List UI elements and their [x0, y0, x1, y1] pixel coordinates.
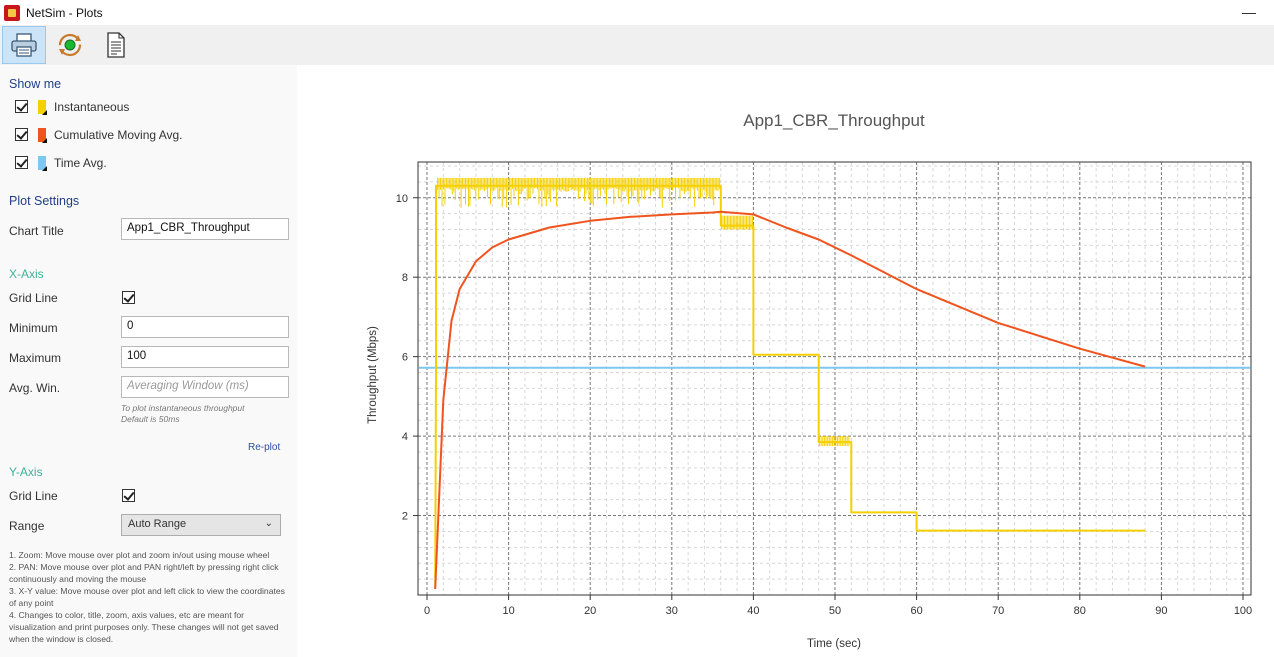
chart-area[interactable]: App1_CBR_Throughput 0 10 20 30 40 50 60 70 80 90 1… [297, 65, 1274, 657]
y-tick-label: 10 [396, 193, 408, 205]
window-title: NetSim - Plots [26, 5, 103, 20]
cumulative-moving-avg-series-line [434, 210, 1146, 590]
chevron-down-icon: ⌄ [264, 518, 273, 529]
x-grid-line-checkbox[interactable] [122, 291, 135, 304]
replot-link[interactable]: Re-plot [248, 442, 281, 453]
x-tick-label: 50 [829, 605, 841, 617]
y-tick-label: 4 [402, 431, 408, 443]
x-tick-label: 0 [424, 605, 430, 617]
x-tick-label: 30 [666, 605, 678, 617]
x-tick-label: 90 [1155, 605, 1167, 617]
settings-panel: Show me Instantaneous Cumulative Moving … [0, 65, 297, 657]
refresh-button[interactable] [48, 26, 92, 64]
x-minimum-input[interactable]: 0 [121, 316, 289, 338]
time-avg-checkbox[interactable] [15, 156, 28, 169]
y-range-label: Range [9, 519, 45, 533]
instantaneous-checkbox[interactable] [15, 100, 28, 113]
cumulative-avg-checkbox[interactable] [15, 128, 28, 141]
chart-title: App1_CBR_Throughput [743, 111, 925, 130]
instructions-list: 1. Zoom: Move mouse over plot and zoom i… [9, 549, 291, 645]
x-tick-label: 40 [747, 605, 759, 617]
y-range-select[interactable]: Auto Range ⌄ [121, 514, 281, 536]
x-tick-label: 20 [584, 605, 596, 617]
chart-title-input[interactable]: App1_CBR_Throughput [121, 218, 289, 240]
series-layer [419, 177, 1250, 590]
y-grid-line-checkbox[interactable] [122, 489, 135, 502]
instruction-item: 4. Changes to color, title, zoom, axis v… [9, 610, 279, 644]
refresh-icon [58, 33, 82, 57]
instantaneous-swatch [38, 100, 47, 115]
y-range-value: Auto Range [128, 518, 187, 530]
minimize-button[interactable]: — [1242, 4, 1256, 20]
instruction-item: 1. Zoom: Move mouse over plot and zoom i… [9, 550, 270, 560]
document-icon [107, 32, 125, 58]
y-tick-label: 2 [402, 511, 408, 523]
x-grid-line-label: Grid Line [9, 291, 58, 305]
x-axis-ticks: 0 10 20 30 40 50 60 70 80 90 100 [424, 595, 1252, 617]
plot-settings-heading: Plot Settings [9, 194, 80, 208]
avg-window-hint-2: Default is 50ms [121, 414, 180, 424]
x-tick-label: 80 [1074, 605, 1086, 617]
y-axis-heading: Y-Axis [9, 465, 43, 479]
netsim-app-icon [4, 4, 20, 21]
x-tick-label: 60 [910, 605, 922, 617]
time-avg-swatch [38, 156, 47, 171]
avg-window-hint-1: To plot instantaneous throughput [121, 403, 245, 413]
throughput-chart[interactable]: App1_CBR_Throughput 0 10 20 30 40 50 60 70 80 90 1… [297, 65, 1274, 657]
x-tick-label: 100 [1234, 605, 1252, 617]
y-tick-label: 6 [402, 352, 408, 364]
show-me-heading: Show me [9, 77, 62, 91]
x-axis-heading: X-Axis [9, 267, 44, 281]
y-grid-line-label: Grid Line [9, 489, 58, 503]
x-tick-label: 70 [992, 605, 1004, 617]
cumulative-avg-label: Cumulative Moving Avg. [54, 128, 183, 142]
y-tick-label: 8 [402, 272, 408, 284]
y-axis-ticks: 2 4 6 8 10 [396, 193, 418, 523]
x-tick-label: 10 [502, 605, 514, 617]
instruction-item: 2. PAN: Move mouse over plot and PAN rig… [9, 562, 279, 584]
title-bar: NetSim - Plots — [0, 0, 1274, 25]
instruction-item: 3. X-Y value: Move mouse over plot and l… [9, 586, 285, 608]
y-axis-label: Throughput (Mbps) [367, 326, 379, 424]
print-icon [11, 33, 37, 57]
avg-win-label: Avg. Win. [9, 381, 61, 395]
report-button[interactable] [94, 26, 138, 64]
time-avg-label: Time Avg. [54, 156, 107, 170]
chart-title-label: Chart Title [9, 224, 64, 238]
avg-window-input[interactable]: Averaging Window (ms) [121, 376, 289, 398]
cumulative-avg-swatch [38, 128, 47, 143]
x-maximum-label: Maximum [9, 351, 62, 365]
x-axis-label: Time (sec) [807, 638, 861, 650]
toolbar [0, 25, 1274, 65]
print-button[interactable] [2, 26, 46, 64]
x-minimum-label: Minimum [9, 321, 58, 335]
instantaneous-label: Instantaneous [54, 100, 130, 114]
x-maximum-input[interactable]: 100 [121, 346, 289, 368]
